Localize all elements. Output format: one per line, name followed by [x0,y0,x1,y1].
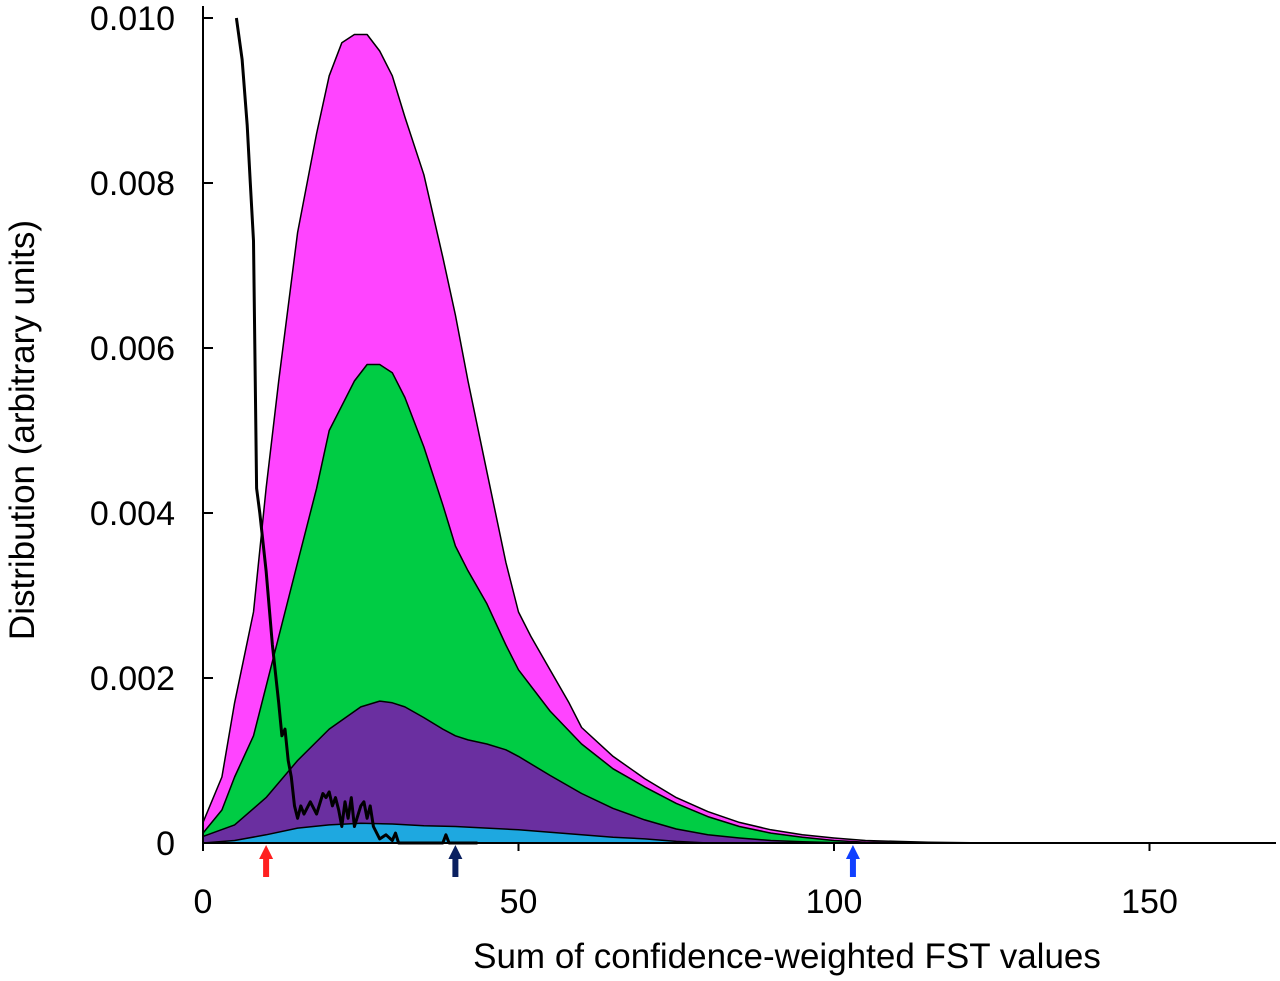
y-tick-label: 0.002 [90,660,175,698]
series-area-3 [202,822,709,844]
arrow-up-icon [259,845,274,877]
x-ticks: 0 50 100 150 [194,843,1178,921]
markers [259,845,860,877]
y-axis-title: Distribution (arbitrary units) [3,220,42,640]
y-tick-label: 0.008 [90,165,175,203]
y-tick-label: 0.004 [90,495,175,533]
series-area-2 [202,700,898,844]
axes [202,6,1276,844]
x-tick-label: 150 [1121,883,1178,921]
y-tick-label: 0 [156,825,175,863]
arrow-up-icon [448,845,463,877]
x-tick-label: 100 [806,883,863,921]
y-tick-label: 0.010 [90,0,175,38]
x-axis-title: Sum of confidence-weighted FST values [473,937,1101,976]
x-tick-label: 0 [194,883,213,921]
area-series-group [202,33,993,844]
x-tick-label: 50 [500,883,538,921]
y-ticks: 0 0.002 0.004 0.006 0.008 0.010 [90,0,213,863]
y-tick-label: 0.006 [90,330,175,368]
arrow-up-icon [845,845,860,877]
